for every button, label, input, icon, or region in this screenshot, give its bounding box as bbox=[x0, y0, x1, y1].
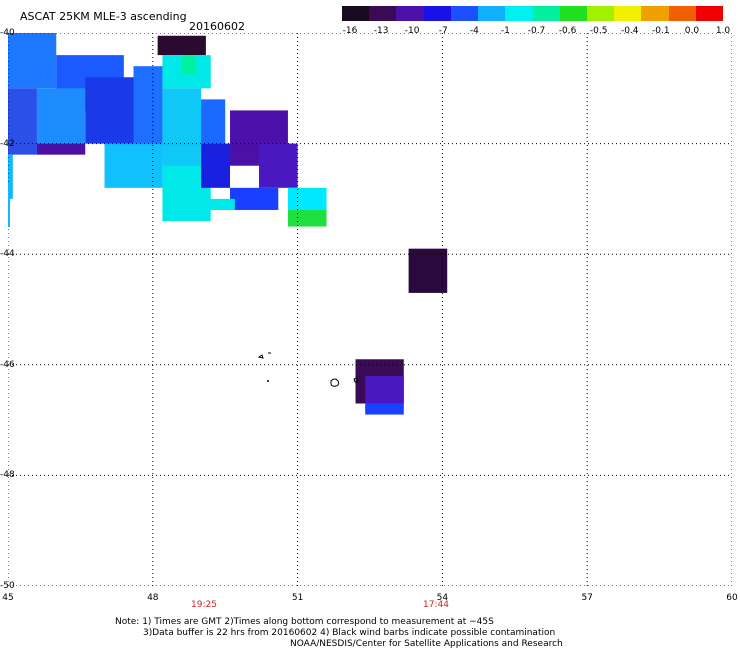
wind-cells-layer bbox=[8, 33, 448, 415]
contamination-bar-layer bbox=[8, 185, 10, 227]
wind-cell bbox=[85, 77, 134, 144]
colorbar-label: -16 bbox=[342, 26, 358, 36]
colorbar-label: -0.4 bbox=[620, 26, 639, 36]
colorbar-label: -7 bbox=[438, 26, 448, 36]
time-label-1: 19:25 bbox=[191, 600, 217, 610]
colorbar-segment bbox=[450, 6, 479, 21]
chart-title: ASCAT 25KM MLE-3 ascending bbox=[20, 10, 187, 23]
longitude-label: 51 bbox=[291, 593, 304, 603]
colorbar-segment bbox=[614, 6, 642, 21]
colorbar-segment bbox=[586, 6, 615, 21]
colorbar-label: 1.0 bbox=[715, 26, 731, 36]
colorbar-segment bbox=[505, 6, 533, 21]
colorbar-segment bbox=[342, 6, 370, 21]
islands-layer bbox=[257, 352, 359, 387]
island-outline bbox=[330, 378, 340, 387]
note-line-2: 3)Data buffer is 22 hrs from 20160602 4)… bbox=[143, 628, 556, 638]
wind-cell bbox=[181, 55, 197, 75]
longitude-label: 48 bbox=[147, 593, 159, 603]
wind-cell bbox=[36, 143, 86, 155]
colorbar-label: -4 bbox=[469, 26, 479, 36]
note-line-3: NOAA/NESDIS/Center for Satellite Applica… bbox=[290, 639, 563, 649]
wind-cell bbox=[104, 143, 163, 188]
wind-cell bbox=[365, 375, 404, 404]
colorbar-label: -0.5 bbox=[589, 26, 608, 36]
wind-cell bbox=[36, 88, 86, 144]
wind-cell bbox=[230, 187, 279, 210]
longitude-label: 54 bbox=[436, 593, 449, 603]
wind-cell bbox=[287, 187, 327, 210]
wind-cell bbox=[162, 88, 202, 177]
island-outline bbox=[257, 354, 264, 359]
longitude-label: 45 bbox=[2, 593, 14, 603]
wind-cell bbox=[287, 209, 327, 227]
colorbar-segment bbox=[369, 6, 397, 21]
island-dot bbox=[267, 380, 269, 382]
grid-layer bbox=[8, 33, 732, 586]
colorbar-segment bbox=[641, 6, 669, 21]
wind-cell bbox=[201, 143, 231, 188]
wind-cell bbox=[8, 33, 57, 89]
colorbar-label: 0.0 bbox=[684, 26, 700, 36]
latitude-label: -42 bbox=[0, 138, 15, 149]
colorbar-label: -1 bbox=[500, 26, 510, 36]
wind-cell bbox=[133, 66, 163, 155]
colorbar-segment bbox=[532, 6, 560, 21]
colorbar-segment bbox=[695, 6, 724, 21]
island-outline bbox=[353, 377, 359, 383]
wind-cell bbox=[176, 198, 235, 210]
colorbar-segment bbox=[478, 6, 506, 21]
wind-map bbox=[8, 33, 732, 586]
wind-cell bbox=[365, 403, 404, 415]
colorbar-segment bbox=[423, 6, 451, 21]
wind-cell bbox=[157, 35, 206, 56]
latitude-label: -48 bbox=[0, 470, 15, 481]
latitude-label: -46 bbox=[0, 359, 15, 370]
colorbar-label: -0.1 bbox=[652, 26, 670, 36]
contamination-bar bbox=[8, 185, 10, 227]
longitude-label: 60 bbox=[726, 593, 738, 603]
wind-cell bbox=[8, 154, 13, 199]
colorbar-label: -0.7 bbox=[527, 26, 546, 36]
colorbar-label: -13 bbox=[373, 26, 389, 36]
colorbar-segment bbox=[668, 6, 696, 21]
colorbar-segment bbox=[559, 6, 587, 21]
time-label-2: 17:44 bbox=[423, 600, 449, 610]
wind-cell bbox=[201, 99, 226, 144]
chart-date: 20160602 bbox=[189, 20, 245, 33]
colorbar bbox=[342, 6, 724, 21]
note-line-1: Note: 1) Times are GMT 2)Times along bot… bbox=[115, 617, 494, 627]
colorbar-label: -0.6 bbox=[558, 26, 577, 36]
wind-cell bbox=[258, 143, 298, 188]
colorbar-segment bbox=[396, 6, 424, 21]
latitude-label: -50 bbox=[0, 581, 15, 591]
colorbar-label: -10 bbox=[404, 26, 420, 36]
wind-cell bbox=[408, 248, 448, 293]
latitude-label: -40 bbox=[0, 28, 15, 38]
latitude-label: -44 bbox=[0, 249, 15, 260]
longitude-label: 57 bbox=[581, 593, 593, 603]
